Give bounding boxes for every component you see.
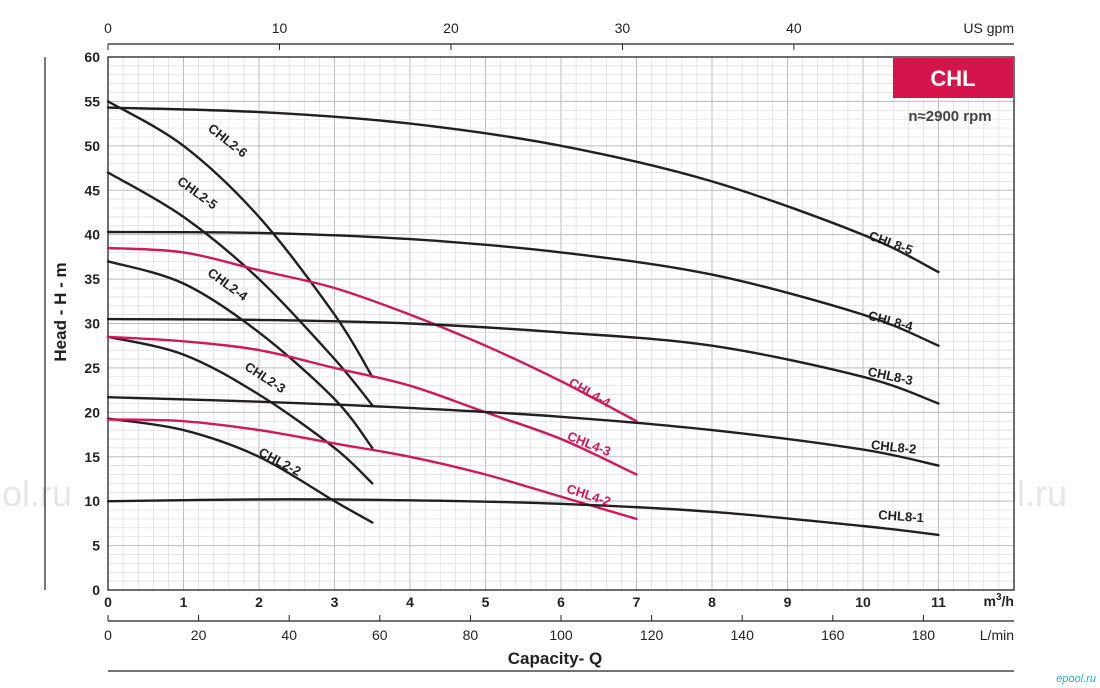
y-axis-title: Head - H - m xyxy=(51,262,70,361)
x-tick-label: 1 xyxy=(180,594,188,610)
x-tick-label: 3 xyxy=(331,594,339,610)
top-tick-label: 0 xyxy=(104,20,112,36)
bottom-tick-label: 180 xyxy=(912,627,936,643)
curve-chl8-2 xyxy=(106,396,940,467)
bottom-tick-label: 60 xyxy=(372,627,388,643)
y-tick-label: 5 xyxy=(92,538,100,554)
curve-chl8-5 xyxy=(106,106,940,274)
bottom-unit-label: L/min xyxy=(980,627,1014,643)
x-tick-label: 2 xyxy=(255,594,263,610)
y-tick-label: 35 xyxy=(84,271,100,287)
x-tick-label: 6 xyxy=(557,594,565,610)
curve-label-chl8-2: CHL8-2 xyxy=(870,437,917,457)
y-tick-label: 20 xyxy=(84,404,100,420)
top-tick-label: 20 xyxy=(443,20,459,36)
x-unit-tail: /h xyxy=(1002,593,1014,609)
top-tick-label: 10 xyxy=(272,20,288,36)
curve-chl2-4 xyxy=(106,260,374,450)
y-tick-label: 25 xyxy=(84,360,100,376)
y-tick-label: 15 xyxy=(84,449,100,465)
badge-box xyxy=(893,58,1013,98)
x-unit-sup: 3 xyxy=(996,592,1002,603)
curve-chl2-3 xyxy=(106,335,374,485)
badge-label: CHL xyxy=(930,66,975,91)
x-tick-label: 7 xyxy=(633,594,641,610)
y-tick-label: 50 xyxy=(84,138,100,154)
curve-chl8-1 xyxy=(106,498,940,537)
curve-chl8-4 xyxy=(106,230,940,347)
curve-chl2-5 xyxy=(106,171,374,407)
curve-chl8-3 xyxy=(106,317,940,405)
x-axis-title: Capacity- Q xyxy=(508,649,602,668)
bottom-tick-label: 40 xyxy=(281,627,297,643)
model-badge: CHL xyxy=(893,58,1013,98)
top-tick-label: 40 xyxy=(786,20,802,36)
bottom-tick-label: 100 xyxy=(549,627,573,643)
top-tick-label: 30 xyxy=(615,20,631,36)
x-tick-label: 5 xyxy=(482,594,490,610)
y-tick-label: 55 xyxy=(84,93,100,109)
bottom-tick-label: 80 xyxy=(463,627,479,643)
curve-chl2-2 xyxy=(106,417,374,524)
curve-chl2-6 xyxy=(106,100,374,378)
x-tick-label: 11 xyxy=(931,594,946,610)
x-tick-label: 10 xyxy=(855,594,871,610)
bottom-tick-label: 120 xyxy=(640,627,664,643)
x-tick-label: 8 xyxy=(708,594,716,610)
y-tick-label: 40 xyxy=(84,227,100,243)
curve-chl4-2 xyxy=(106,418,638,521)
bottom-tick-label: 140 xyxy=(731,627,755,643)
curve-chl4-3 xyxy=(106,335,638,476)
speed-label: n≈2900 rpm xyxy=(908,108,991,125)
watermark-text: ePool.ru xyxy=(0,473,72,514)
x-tick-label: 0 xyxy=(104,594,112,610)
corner-mark: epool.ru xyxy=(1056,673,1096,685)
bottom-tick-label: 0 xyxy=(104,627,112,643)
bottom-tick-label: 160 xyxy=(821,627,845,643)
x-unit-base: m xyxy=(984,593,996,609)
x-tick-label: 9 xyxy=(784,594,792,610)
top-unit-label: US gpm xyxy=(963,20,1014,36)
y-tick-label: 45 xyxy=(84,182,100,198)
curves xyxy=(106,100,940,537)
bottom-tick-label: 20 xyxy=(191,627,207,643)
curve-label-chl8-1: CHL8-1 xyxy=(878,507,924,525)
y-tick-label: 60 xyxy=(84,49,100,65)
plot-frame xyxy=(107,56,1015,591)
y-tick-label: 10 xyxy=(84,493,100,509)
x-unit-label: m3/h xyxy=(984,592,1014,609)
y-tick-label: 30 xyxy=(84,316,100,332)
y-tick-label: 0 xyxy=(92,582,100,598)
x-tick-label: 4 xyxy=(406,594,414,610)
curve-chl4-4 xyxy=(106,246,638,423)
